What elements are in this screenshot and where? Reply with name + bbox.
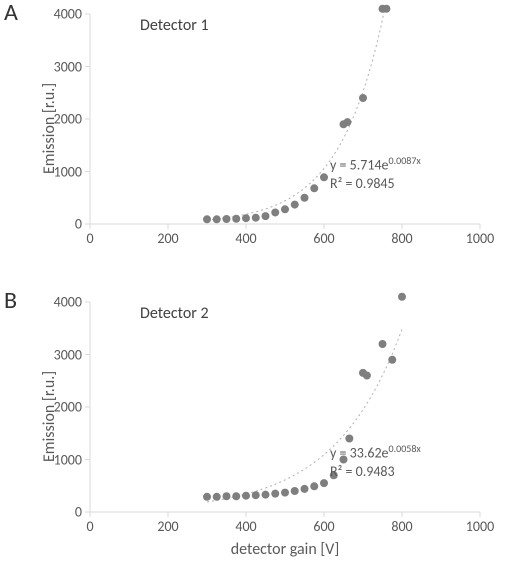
data-point: [363, 372, 371, 380]
x-tick-label: 1000: [460, 518, 500, 535]
fit-equation: y = 33.62e0.0058xR² = 0.9483: [330, 442, 421, 481]
y-axis-label: Emission [r.u.]: [40, 83, 59, 174]
x-axis-label: detector gain [V]: [90, 540, 480, 559]
x-tick-label: 800: [382, 518, 422, 535]
x-tick-label: 400: [226, 518, 266, 535]
panel-a: AEmission [r.u.]010002000300040000200400…: [0, 2, 514, 284]
chart-title: Detector 2: [140, 304, 209, 323]
data-point: [262, 491, 270, 499]
data-point: [388, 356, 396, 364]
data-point: [301, 194, 309, 202]
fit-equation: y = 5.714e0.0087xR² = 0.9845: [330, 154, 421, 193]
y-tick-label: 1000: [42, 451, 82, 468]
x-tick-label: 600: [304, 518, 344, 535]
data-point: [242, 492, 250, 500]
panel-letter: B: [4, 286, 17, 315]
data-point: [262, 212, 270, 220]
data-point: [359, 94, 367, 102]
data-point: [213, 215, 221, 223]
x-tick-label: 400: [226, 230, 266, 247]
data-point: [232, 215, 240, 223]
data-point: [203, 493, 211, 501]
r-squared: R² = 0.9483: [330, 463, 395, 480]
data-point: [382, 5, 390, 13]
data-point: [252, 214, 260, 222]
y-tick-label: 3000: [42, 58, 82, 75]
x-tick-label: 200: [148, 518, 188, 535]
data-point: [379, 340, 387, 348]
data-point: [242, 214, 250, 222]
x-tick-label: 200: [148, 230, 188, 247]
chart-svg: [90, 302, 480, 512]
x-tick-label: 1000: [460, 230, 500, 247]
data-point: [310, 184, 318, 192]
x-tick-label: 0: [70, 518, 110, 535]
r-squared: R² = 0.9845: [330, 175, 395, 192]
x-tick-label: 600: [304, 230, 344, 247]
y-tick-label: 2000: [42, 111, 82, 128]
data-point: [320, 173, 328, 181]
data-point: [223, 492, 231, 500]
figure-container: A Emission [r.u.] 0 1000 2000 3000 4000 0 200 400…: [0, 0, 514, 582]
data-point: [232, 492, 240, 500]
panel-b: BEmission [r.u.]010002000300040000200400…: [0, 290, 514, 572]
data-point: [301, 485, 309, 493]
chart-svg: [90, 14, 480, 224]
data-point: [223, 215, 231, 223]
data-point: [271, 208, 279, 216]
panel-letter: A: [4, 0, 18, 27]
y-tick-label: 4000: [42, 294, 82, 311]
plot-area: [90, 14, 480, 224]
y-tick-label: 3000: [42, 346, 82, 363]
y-tick-label: 1000: [42, 163, 82, 180]
data-point: [252, 491, 260, 499]
data-point: [291, 201, 299, 209]
y-axis-label: Emission [r.u.]: [40, 371, 59, 462]
data-point: [291, 487, 299, 495]
y-tick-label: 2000: [42, 399, 82, 416]
data-point: [281, 205, 289, 213]
data-point: [320, 479, 328, 487]
data-point: [310, 482, 318, 490]
data-point: [213, 493, 221, 501]
data-point: [398, 293, 406, 301]
y-tick-label: 4000: [42, 6, 82, 23]
chart-title: Detector 1: [140, 16, 209, 35]
data-point: [343, 118, 351, 126]
data-point: [271, 490, 279, 498]
data-point: [203, 215, 211, 223]
x-tick-label: 0: [70, 230, 110, 247]
x-tick-label: 800: [382, 230, 422, 247]
plot-area: [90, 302, 480, 512]
data-point: [281, 489, 289, 497]
